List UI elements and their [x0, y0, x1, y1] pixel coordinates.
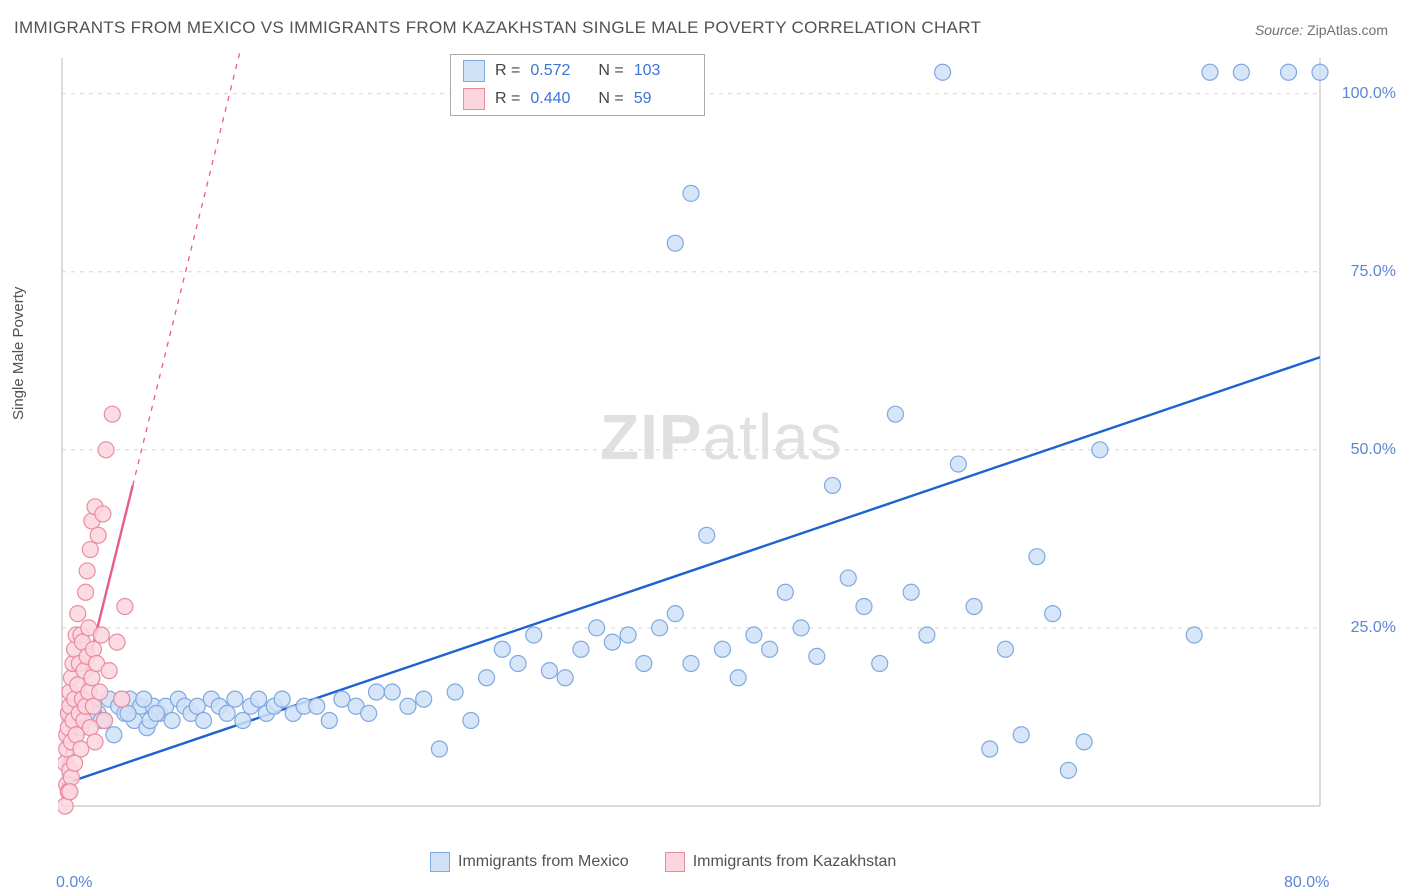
- source-attribution: Source: ZipAtlas.com: [1255, 22, 1388, 38]
- scatter-chart-svg: [58, 50, 1388, 840]
- swatch-kazakhstan: [463, 88, 485, 110]
- legend-label-kazakhstan: Immigrants from Kazakhstan: [693, 853, 897, 871]
- bottom-legend: Immigrants from Mexico Immigrants from K…: [430, 852, 896, 872]
- source-value: ZipAtlas.com: [1307, 22, 1388, 38]
- r-label: R =: [495, 90, 520, 108]
- n-value-mexico: 103: [634, 62, 692, 80]
- legend-label-mexico: Immigrants from Mexico: [458, 853, 629, 871]
- x-tick-label: 0.0%: [56, 874, 92, 892]
- stats-row-mexico: R = 0.572 N = 103: [451, 57, 704, 85]
- chart-plot-area: [58, 50, 1388, 840]
- n-label: N =: [598, 62, 623, 80]
- r-label: R =: [495, 62, 520, 80]
- chart-title: IMMIGRANTS FROM MEXICO VS IMMIGRANTS FRO…: [14, 18, 981, 38]
- n-label: N =: [598, 90, 623, 108]
- source-label: Source:: [1255, 22, 1303, 38]
- swatch-kazakhstan: [665, 852, 685, 872]
- y-tick-label: 50.0%: [1351, 441, 1396, 459]
- swatch-mexico: [463, 60, 485, 82]
- x-tick-label: 80.0%: [1284, 874, 1329, 892]
- n-value-kazakhstan: 59: [634, 90, 692, 108]
- y-tick-label: 25.0%: [1351, 619, 1396, 637]
- y-axis-label: Single Male Poverty: [10, 287, 27, 420]
- stats-row-kazakhstan: R = 0.440 N = 59: [451, 85, 704, 113]
- swatch-mexico: [430, 852, 450, 872]
- stats-legend-box: R = 0.572 N = 103 R = 0.440 N = 59: [450, 54, 705, 116]
- legend-item-mexico: Immigrants from Mexico: [430, 852, 629, 872]
- y-tick-label: 75.0%: [1351, 263, 1396, 281]
- legend-item-kazakhstan: Immigrants from Kazakhstan: [665, 852, 897, 872]
- r-value-kazakhstan: 0.440: [530, 90, 588, 108]
- r-value-mexico: 0.572: [530, 62, 588, 80]
- y-tick-label: 100.0%: [1342, 85, 1396, 103]
